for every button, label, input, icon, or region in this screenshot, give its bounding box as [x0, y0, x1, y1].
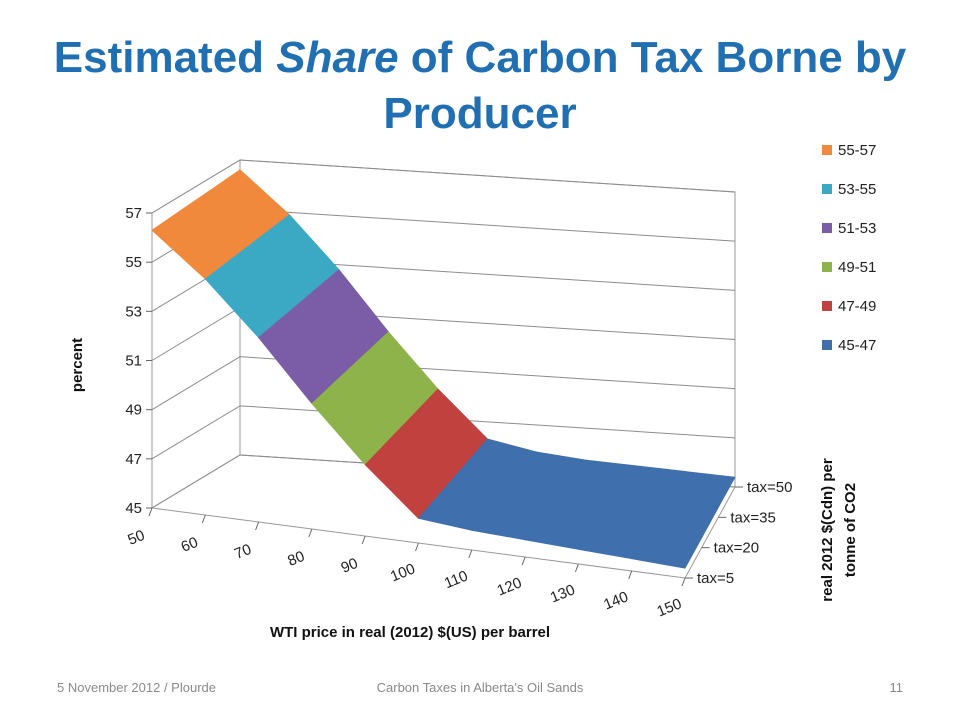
chart-surface	[151, 169, 736, 569]
legend-label-45-47: 45-47	[838, 337, 876, 354]
z-tick-label-0: tax=5	[697, 570, 734, 587]
legend-label-47-49: 47-49	[838, 298, 876, 315]
x-tick-label-90: 90	[339, 555, 361, 577]
z-tick-label-3: tax=50	[747, 479, 792, 496]
title-part-2: of Carbon Tax Borne by Producer	[383, 33, 907, 138]
footer-page-number: 11	[889, 680, 904, 695]
y-tick-label-57: 57	[125, 205, 142, 222]
x-tick-mark-110	[468, 549, 473, 559]
y-tick-label-53: 53	[125, 303, 142, 320]
gridline-57	[151, 159, 736, 214]
x-tick-mark-130	[574, 563, 579, 573]
x-tick-mark-60	[201, 514, 206, 524]
title-emphasis: Share	[276, 33, 399, 82]
y-tick-label-55: 55	[125, 254, 142, 271]
footer-presentation-title: Carbon Taxes in Alberta's Oil Sands	[376, 680, 584, 695]
legend-label-53-55: 53-55	[838, 181, 876, 198]
x-tick-mark-100	[415, 542, 419, 552]
x-tick-mark-80	[308, 528, 313, 538]
legend-swatch-47-49	[822, 301, 832, 311]
legend-label-55-57: 55-57	[838, 142, 876, 159]
depth-axis-title-line2: tonne of CO2	[842, 483, 859, 577]
x-tick-mark-90	[361, 535, 366, 545]
x-tick-label-70: 70	[232, 541, 254, 563]
y-tick-label-49: 49	[125, 402, 142, 419]
x-tick-mark-120	[521, 556, 526, 566]
gridline-49	[151, 356, 736, 411]
depth-axis-title-line1: real 2012 $(Cdn) per	[819, 458, 836, 602]
title-part-1: Estimated	[53, 33, 277, 82]
footer-date-author: 5 November 2012 / Plourde	[57, 680, 216, 695]
x-tick-label-130: 130	[548, 581, 578, 606]
x-tick-label-120: 120	[495, 574, 525, 599]
x-tick-mark-50	[148, 507, 153, 517]
x-tick-mark-140	[628, 570, 633, 580]
legend-swatch-51-53	[822, 223, 832, 233]
gridline-47	[151, 405, 736, 460]
x-tick-label-100: 100	[388, 560, 418, 585]
slide-title: Estimated Share of Carbon Tax Borne by P…	[40, 30, 920, 142]
legend-swatch-49-51	[822, 262, 832, 272]
y-tick-label-45: 45	[125, 500, 142, 517]
x-tick-label-50: 50	[125, 527, 147, 549]
x-tick-label-140: 140	[601, 588, 631, 613]
legend-label-51-53: 51-53	[838, 220, 876, 237]
x-tick-mark-70	[255, 521, 260, 531]
x-tick-label-110: 110	[442, 567, 471, 592]
y-axis-title: percent	[69, 338, 86, 392]
legend-swatch-53-55	[822, 184, 832, 194]
legend-label-49-51: 49-51	[838, 259, 876, 276]
x-tick-label-80: 80	[285, 548, 307, 570]
z-tick-label-1: tax=20	[714, 540, 759, 557]
x-axis-title: WTI price in real (2012) $(US) per barre…	[270, 624, 550, 641]
legend-swatch-55-57	[822, 145, 832, 155]
x-tick-mark-150	[681, 577, 686, 587]
y-tick-label-47: 47	[125, 451, 142, 468]
chart-legend: 55-57 53-55 51-53 49-51 47-49 45-47	[822, 142, 876, 354]
x-tick-label-60: 60	[179, 534, 201, 556]
legend-swatch-45-47	[822, 340, 832, 350]
z-tick-label-2: tax=35	[730, 509, 775, 526]
surface-cell	[631, 529, 703, 569]
x-tick-label-150: 150	[655, 595, 685, 620]
y-tick-label-51: 51	[125, 353, 142, 370]
